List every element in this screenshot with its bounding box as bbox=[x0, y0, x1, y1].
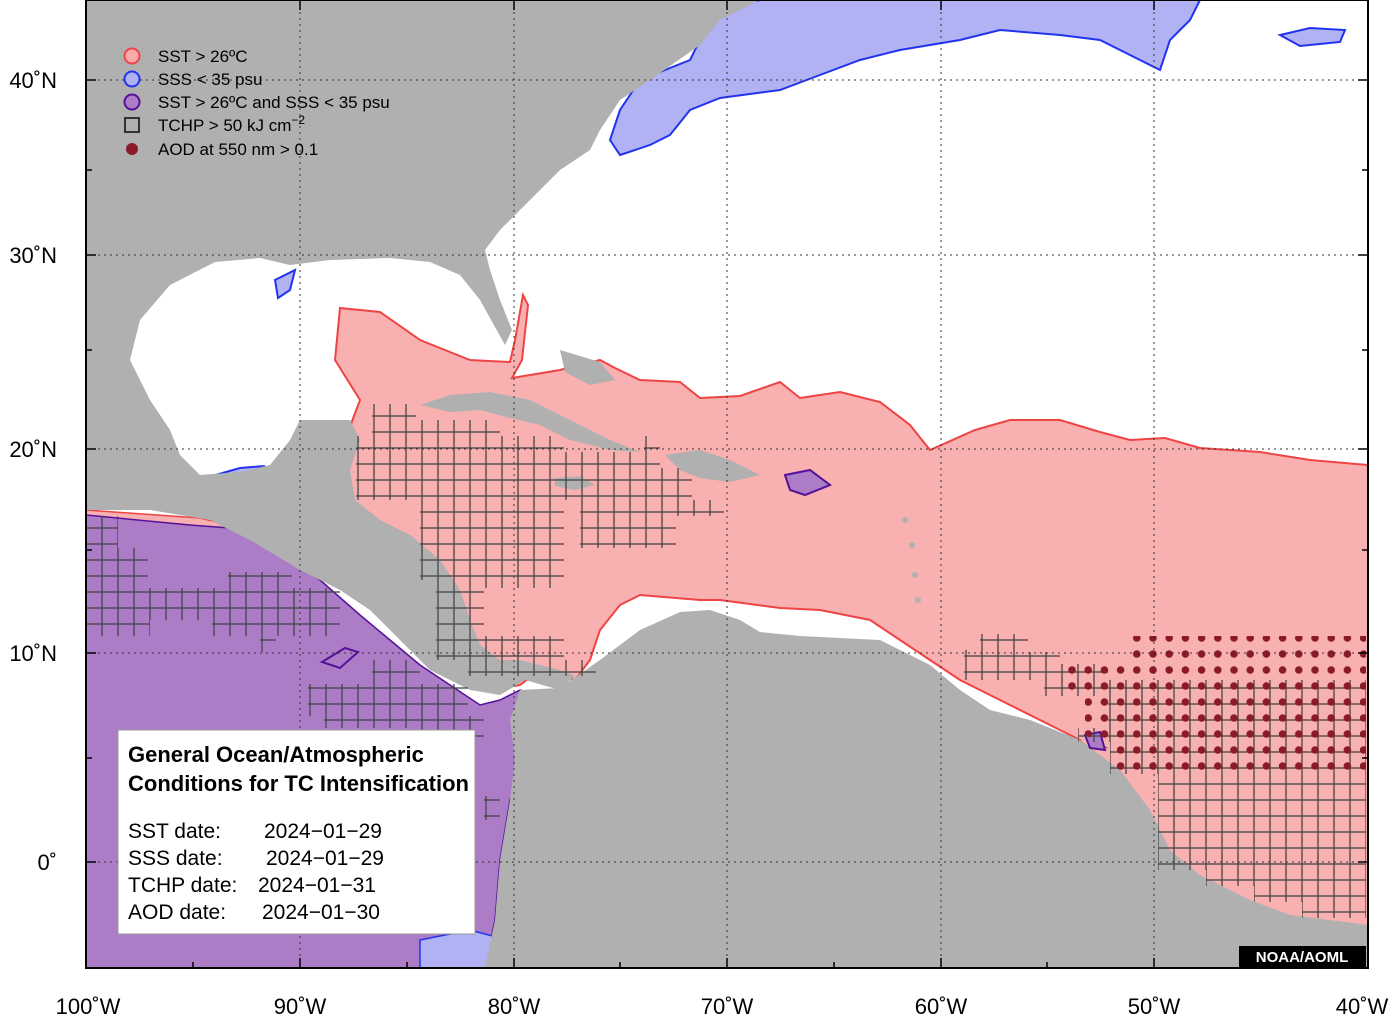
credit-background bbox=[1239, 946, 1366, 967]
aod-date-value: 2024−01−30 bbox=[262, 901, 380, 924]
combined-pocket-pacific bbox=[319, 646, 360, 670]
x-tick-label: 80˚W bbox=[488, 994, 541, 1019]
info-box: General Ocean/Atmospheric Conditions for… bbox=[117, 729, 476, 935]
sst-date-value: 2024−01−29 bbox=[264, 820, 382, 843]
legend: SST > 26ºC SSS < 35 psu SST > 26ºC and S… bbox=[123, 47, 390, 159]
y-tick-label: 10˚N bbox=[9, 641, 57, 666]
sss-legend-icon bbox=[123, 70, 141, 88]
info-title-line2: Conditions for TC Intensification bbox=[128, 771, 469, 796]
combined-pocket-hispaniola bbox=[783, 468, 833, 497]
legend-label-combined: SST > 26ºC and SSS < 35 psu bbox=[158, 93, 390, 112]
y-tick-label: 40˚N bbox=[9, 68, 57, 93]
legend-label-sss: SSS < 35 psu bbox=[158, 70, 262, 89]
land-florida-keys-area bbox=[560, 350, 615, 385]
land-cuba bbox=[420, 392, 640, 452]
x-tick-label: 60˚W bbox=[915, 994, 968, 1019]
aod-date-label: AOD date: bbox=[128, 901, 226, 924]
sst-legend-icon bbox=[123, 47, 141, 65]
y-tick-label: 0˚ bbox=[37, 850, 57, 875]
sst-date-label: SST date: bbox=[128, 820, 221, 843]
x-tick-label: 40˚W bbox=[1336, 994, 1389, 1019]
combined-legend-icon bbox=[123, 93, 141, 111]
tchp-date-label: TCHP date: bbox=[128, 874, 237, 897]
tchp-date-value: 2024−01−31 bbox=[258, 874, 376, 897]
x-tick-label: 90˚W bbox=[274, 994, 327, 1019]
x-tick-label: 50˚W bbox=[1128, 994, 1181, 1019]
x-tick-label: 100˚W bbox=[56, 994, 121, 1019]
x-tick-label: 70˚W bbox=[701, 994, 754, 1019]
sss-region-far-east bbox=[1277, 26, 1347, 48]
legend-label-tchp: TCHP > 50 kJ cm−2 bbox=[158, 113, 305, 135]
legend-label-sst: SST > 26ºC bbox=[158, 47, 248, 66]
tchp-legend-icon bbox=[124, 117, 140, 133]
credit-label: NOAA/AOML bbox=[1256, 949, 1349, 966]
land-south-america bbox=[485, 610, 1368, 968]
sss-region-northeast bbox=[608, 0, 1202, 157]
sss-region-gulf bbox=[273, 268, 297, 300]
legend-label-aod: AOD at 550 nm > 0.1 bbox=[158, 140, 318, 159]
y-tick-label: 20˚N bbox=[9, 437, 57, 462]
info-title-line1: General Ocean/Atmospheric bbox=[128, 742, 424, 767]
aod-region bbox=[1064, 636, 1366, 776]
aod-legend-icon bbox=[126, 143, 138, 155]
y-tick-label: 30˚N bbox=[9, 243, 57, 268]
land-north-america bbox=[86, 0, 760, 695]
sss-date-label: SSS date: bbox=[128, 847, 223, 870]
sss-date-value: 2024−01−29 bbox=[266, 847, 384, 870]
land-hispaniola bbox=[665, 450, 760, 482]
graticule bbox=[86, 0, 1368, 968]
